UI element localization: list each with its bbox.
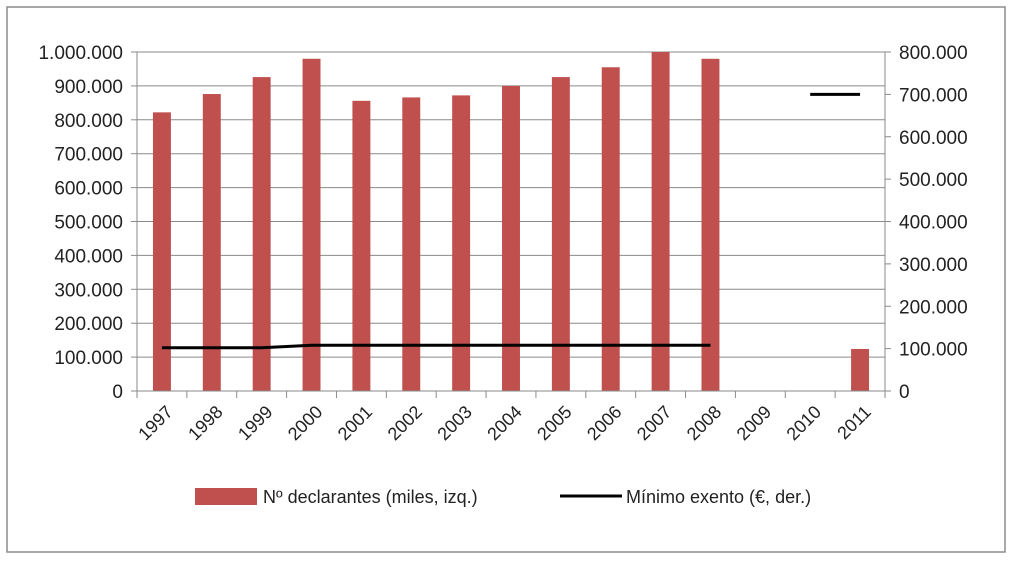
legend: Nº declarantes (miles, izq.) Mínimo exen… [195, 487, 811, 507]
bar [601, 67, 620, 391]
bar [502, 85, 520, 392]
y-left-tick-label: 700.000 [54, 145, 123, 166]
y-left-tick-label: 300.000 [54, 280, 123, 301]
y-right-tick-label: 800.000 [899, 43, 968, 64]
y-left-tick-label: 1.000.000 [38, 43, 123, 64]
bar [352, 100, 371, 391]
y-right-tick-label: 100.000 [899, 340, 968, 361]
y-left-tick-label: 200.000 [54, 314, 123, 335]
bar [551, 77, 570, 391]
y-left-tick-label: 100.000 [54, 348, 123, 369]
y-right-tick-label: 600.000 [899, 128, 968, 149]
bar [452, 95, 471, 391]
bar-series [152, 52, 870, 392]
y-left-tick-label: 0 [112, 382, 123, 403]
bar [252, 77, 271, 391]
y-right-tick-label: 700.000 [899, 85, 968, 106]
y-right-tick-label: 400.000 [899, 213, 968, 234]
bar [202, 94, 221, 391]
bar [851, 348, 870, 391]
bar [152, 112, 171, 391]
bar [302, 58, 321, 391]
bar [701, 58, 720, 391]
series-line [161, 343, 711, 350]
y-left-tick-label: 900.000 [54, 77, 123, 98]
y-left-tick-label: 400.000 [54, 246, 123, 267]
y-left-tick-label: 500.000 [54, 213, 123, 234]
y-right-tick-label: 500.000 [899, 170, 968, 191]
legend-label-line: Mínimo exento (€, der.) [626, 487, 811, 507]
y-left-tick-label: 800.000 [54, 111, 123, 132]
legend-label-bars: Nº declarantes (miles, izq.) [263, 487, 478, 507]
bar [402, 97, 421, 392]
line-series [161, 92, 861, 350]
axes [131, 51, 891, 398]
y-right-tick-label: 0 [899, 382, 910, 403]
y-right-tick-label: 300.000 [899, 255, 968, 276]
legend-swatch-bars [195, 488, 257, 505]
y-right-tick-label: 200.000 [899, 297, 968, 318]
y-left-tick-label: 600.000 [54, 179, 123, 200]
bar [651, 52, 670, 391]
